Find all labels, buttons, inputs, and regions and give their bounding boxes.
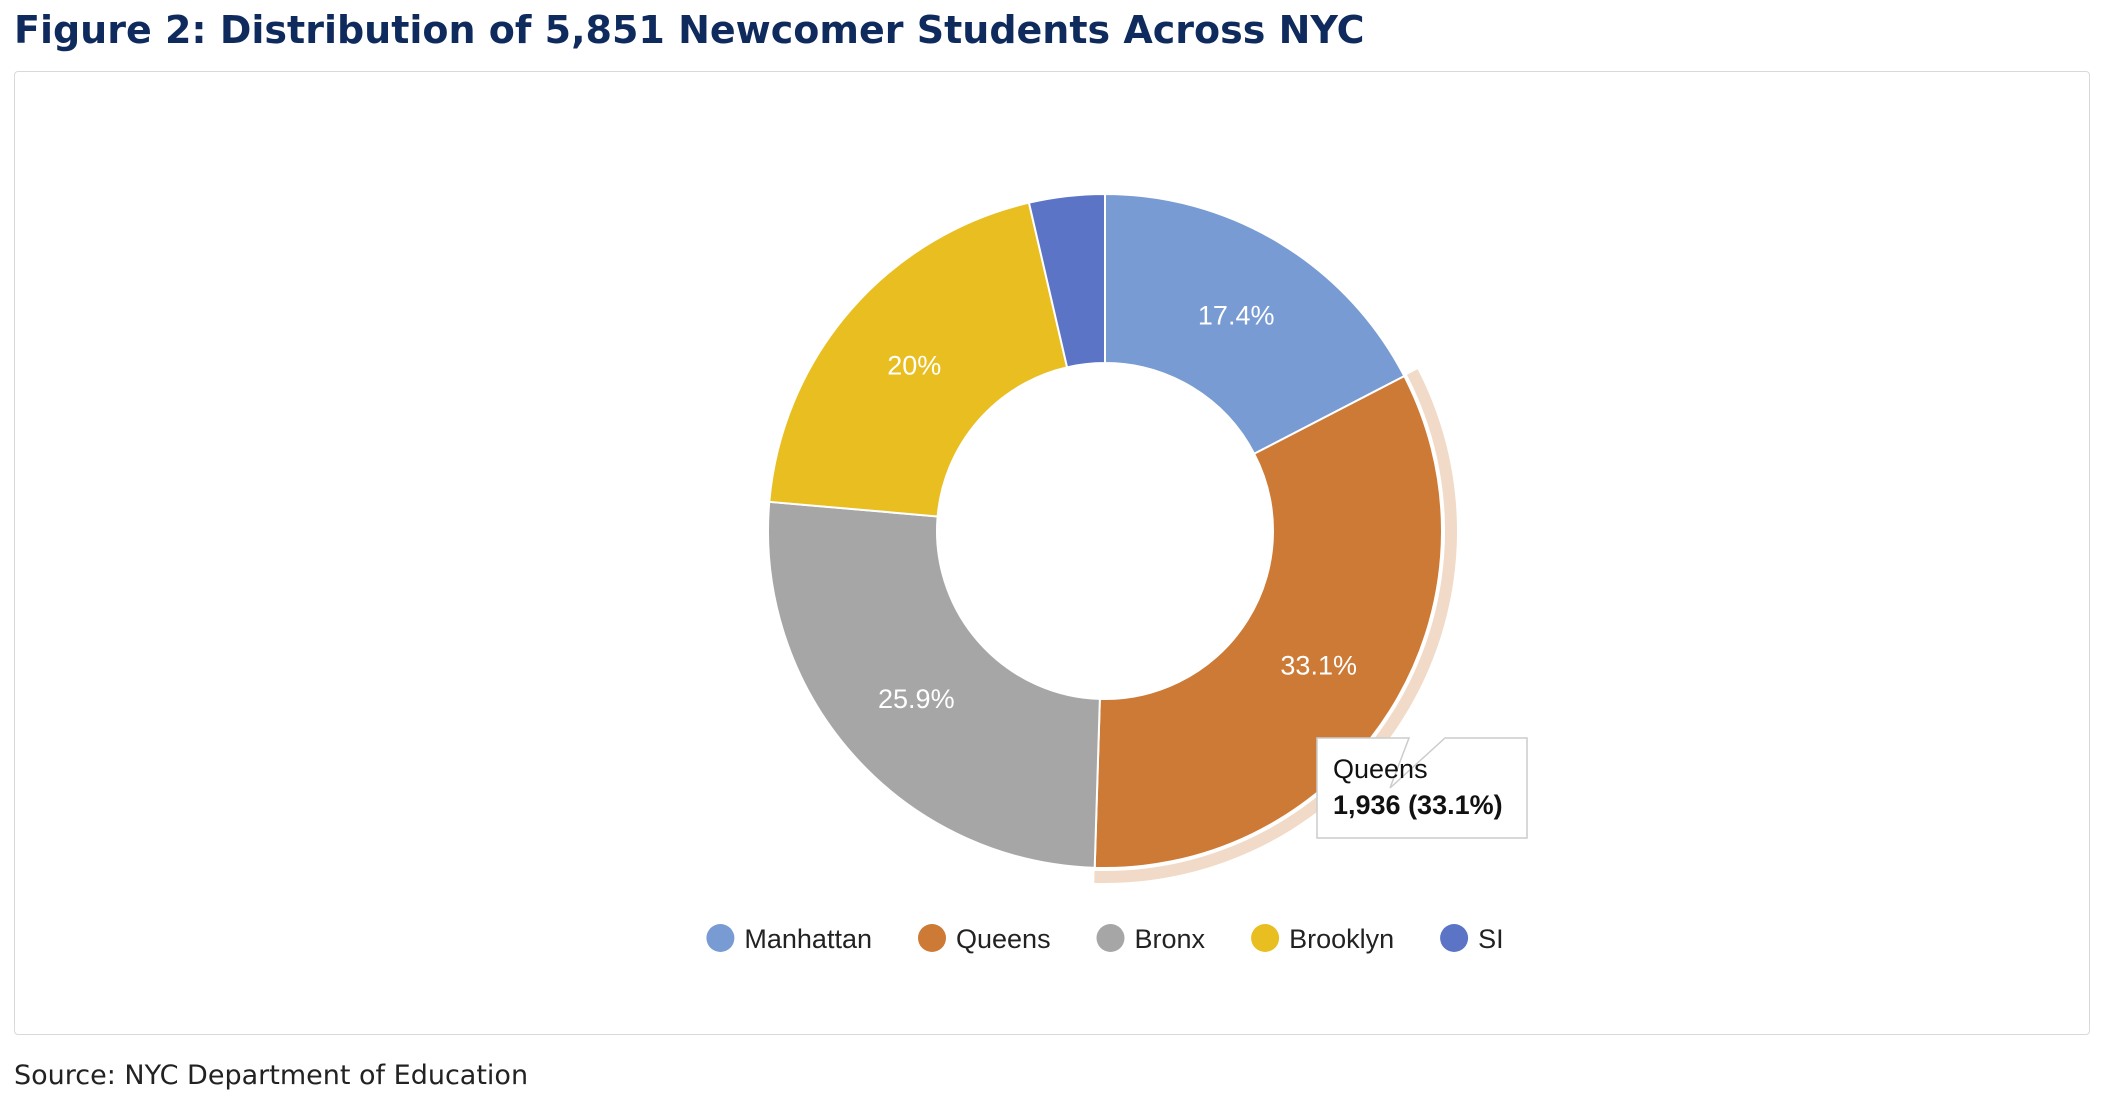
chart-container: 17.4% 33.1% 25.9% 20% Manhattan Queens Bronx B… [14, 71, 2090, 1035]
tooltip-value: 1,936 (33.1%) [1333, 790, 1503, 820]
legend-marker-si [1440, 924, 1469, 952]
legend-label-bronx: Bronx [1135, 924, 1206, 954]
legend-item-si[interactable]: SI [1440, 924, 1504, 954]
legend-marker-queens [918, 924, 946, 952]
slice-bronx[interactable] [767, 500, 1101, 869]
legend-label-brooklyn: Brooklyn [1289, 924, 1394, 954]
slice-labels-layer: 17.4% 33.1% 25.9% 20% [878, 300, 1357, 714]
legend-item-manhattan[interactable]: Manhattan [706, 924, 872, 954]
slice-label-bronx: 25.9% [878, 684, 955, 714]
legend-item-queens[interactable]: Queens [918, 924, 1051, 954]
legend-label-queens: Queens [956, 924, 1051, 954]
slice-si[interactable] [1027, 192, 1106, 369]
donut-chart: 17.4% 33.1% 25.9% 20% Manhattan Queens Bronx B… [706, 192, 1528, 954]
tooltip: Queens 1,936 (33.1%) [1316, 737, 1528, 839]
legend-item-brooklyn[interactable]: Brooklyn [1251, 924, 1394, 954]
tooltip-box [1316, 737, 1528, 839]
slice-label-queens: 33.1% [1280, 651, 1357, 681]
legend-marker-manhattan [706, 924, 735, 952]
legend-marker-bronx [1096, 924, 1125, 952]
legend-label-si: SI [1478, 924, 1504, 954]
legend-marker-brooklyn [1251, 924, 1280, 952]
legend-item-bronx[interactable]: Bronx [1096, 924, 1206, 954]
slice-label-manhattan: 17.4% [1198, 300, 1275, 330]
legend: Manhattan Queens Bronx Brooklyn SI [706, 924, 1504, 954]
slice-brooklyn[interactable] [768, 201, 1069, 518]
legend-label-manhattan: Manhattan [744, 924, 872, 954]
slice-manhattan[interactable] [1104, 192, 1406, 456]
source-note: Source: NYC Department of Education [14, 1060, 529, 1091]
figure-title: Figure 2: Distribution of 5,851 Newcomer… [14, 8, 1365, 52]
slice-label-brooklyn: 20% [887, 351, 941, 381]
tooltip-category: Queens [1333, 754, 1428, 784]
